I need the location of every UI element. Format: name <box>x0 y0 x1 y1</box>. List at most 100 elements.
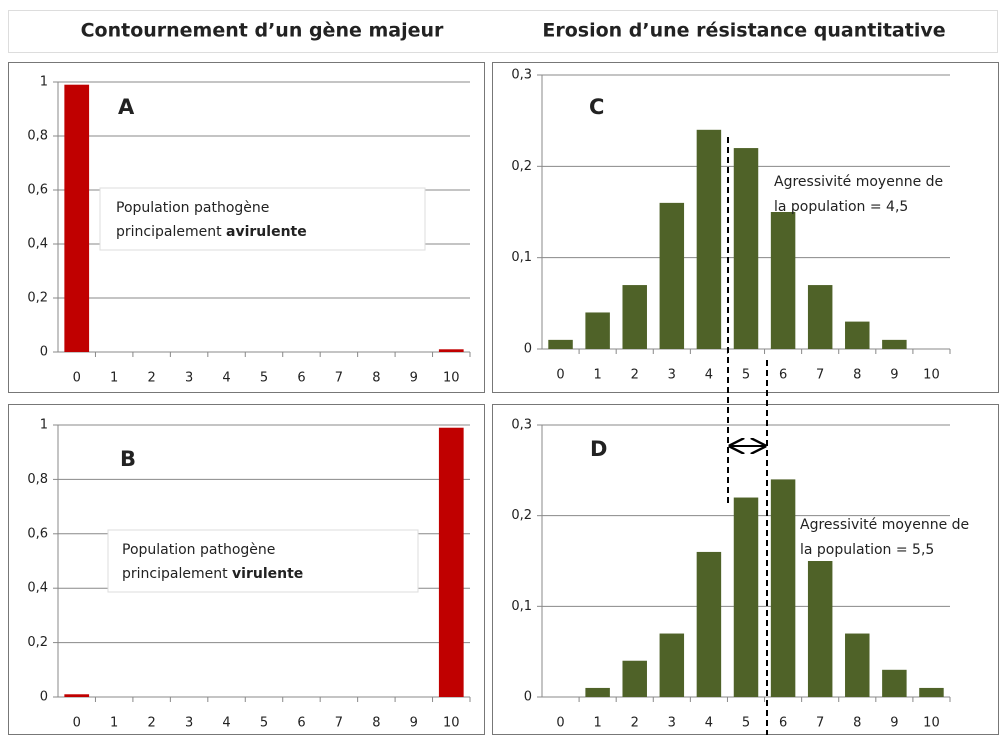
x-tick-label: 7 <box>335 716 343 731</box>
x-tick-label: 1 <box>593 716 601 731</box>
annotation: la population = 5,5 <box>800 542 934 558</box>
y-tick-label: 0 <box>524 690 532 705</box>
bar <box>807 285 833 349</box>
y-tick-label: 0,3 <box>511 418 532 433</box>
annotation-emphasis: avirulente <box>226 224 307 240</box>
annotation-text: la population = 5,5 <box>800 542 934 558</box>
bar <box>882 669 907 697</box>
bar <box>733 497 759 697</box>
bar <box>845 633 870 697</box>
header-frame <box>8 10 998 53</box>
bar <box>845 321 870 349</box>
x-tick-label: 10 <box>923 716 940 731</box>
x-tick-label: 4 <box>705 368 713 383</box>
annotation: principalement virulente <box>122 566 303 582</box>
y-tick-label: 0,8 <box>27 472 48 487</box>
x-tick-label: 3 <box>185 371 193 386</box>
annotation: la population = 4,5 <box>774 199 908 215</box>
x-tick-label: 2 <box>631 716 639 731</box>
y-tick-label: 0,8 <box>27 129 48 144</box>
bar <box>585 312 610 349</box>
bar <box>770 479 796 697</box>
x-tick-label: 7 <box>816 368 824 383</box>
bar <box>438 349 464 352</box>
y-tick-label: 0,2 <box>27 635 48 650</box>
annotation: Agressivité moyenne de <box>774 174 943 190</box>
panel-letter: A <box>118 95 135 119</box>
y-tick-label: 0,1 <box>511 599 532 614</box>
y-tick-label: 0,2 <box>511 508 532 523</box>
x-tick-label: 0 <box>73 371 81 386</box>
x-tick-label: 8 <box>853 368 861 383</box>
x-tick-label: 7 <box>335 371 343 386</box>
x-tick-label: 2 <box>147 371 155 386</box>
bar <box>622 285 647 349</box>
x-tick-label: 2 <box>147 716 155 731</box>
x-tick-label: 0 <box>73 716 81 731</box>
y-tick-label: 0 <box>40 690 48 705</box>
bar <box>882 339 907 349</box>
bar <box>807 561 833 697</box>
y-tick-label: 0,1 <box>511 250 532 265</box>
bar <box>659 633 685 697</box>
annotation: Agressivité moyenne de <box>800 517 969 533</box>
annotation-text: principalement <box>122 566 228 582</box>
x-tick-label: 5 <box>260 371 268 386</box>
bar <box>733 148 759 349</box>
x-tick-label: 9 <box>890 716 898 731</box>
x-tick-label: 9 <box>410 371 418 386</box>
y-tick-label: 0,4 <box>27 237 48 252</box>
x-tick-label: 6 <box>297 716 305 731</box>
y-tick-label: 0,4 <box>27 581 48 596</box>
y-tick-label: 1 <box>40 418 48 433</box>
x-tick-label: 10 <box>923 368 940 383</box>
column-header: Erosion d’une résistance quantitative <box>542 20 945 42</box>
x-tick-label: 6 <box>779 368 787 383</box>
x-tick-label: 10 <box>443 716 460 731</box>
bar <box>548 339 573 349</box>
panel-letter: C <box>589 95 604 119</box>
bar <box>696 551 722 697</box>
x-tick-label: 5 <box>742 368 750 383</box>
bar <box>64 694 90 697</box>
x-tick-label: 1 <box>110 371 118 386</box>
y-tick-label: 0 <box>40 345 48 360</box>
annotation: principalement avirulente <box>116 224 307 240</box>
annotation-text: principalement <box>116 224 222 240</box>
y-tick-label: 0,3 <box>511 68 532 83</box>
y-tick-label: 0,6 <box>27 183 48 198</box>
chart-panel: 0 0,1 0,2 0,3 0 1 2 3 4 5 6 7 8 9 10 C Agressivité moyen… <box>492 62 999 393</box>
annotation: Population pathogène <box>116 200 269 216</box>
x-tick-label: 10 <box>443 371 460 386</box>
x-tick-label: 4 <box>705 716 713 731</box>
annotation-box <box>107 529 419 593</box>
x-tick-label: 2 <box>631 368 639 383</box>
x-tick-label: 4 <box>222 371 230 386</box>
x-tick-label: 0 <box>556 716 564 731</box>
bar <box>622 660 647 697</box>
x-tick-label: 5 <box>260 716 268 731</box>
y-tick-label: 0 <box>524 342 532 357</box>
y-tick-label: 0,2 <box>511 159 532 174</box>
bar <box>770 212 796 349</box>
x-tick-label: 9 <box>410 716 418 731</box>
bar <box>438 427 464 697</box>
x-tick-label: 6 <box>297 371 305 386</box>
panel-frame <box>8 62 485 393</box>
x-tick-label: 1 <box>593 368 601 383</box>
x-tick-label: 7 <box>816 716 824 731</box>
x-tick-label: 4 <box>222 716 230 731</box>
bar <box>659 202 685 349</box>
annotation-box <box>99 187 426 251</box>
panel-letter: B <box>120 447 136 471</box>
x-tick-label: 0 <box>556 368 564 383</box>
x-tick-label: 1 <box>110 716 118 731</box>
y-tick-label: 1 <box>40 75 48 90</box>
y-tick-label: 0,2 <box>27 291 48 306</box>
annotation-emphasis: virulente <box>232 566 303 582</box>
x-tick-label: 3 <box>668 716 676 731</box>
x-tick-label: 8 <box>372 716 380 731</box>
bar <box>64 84 90 352</box>
